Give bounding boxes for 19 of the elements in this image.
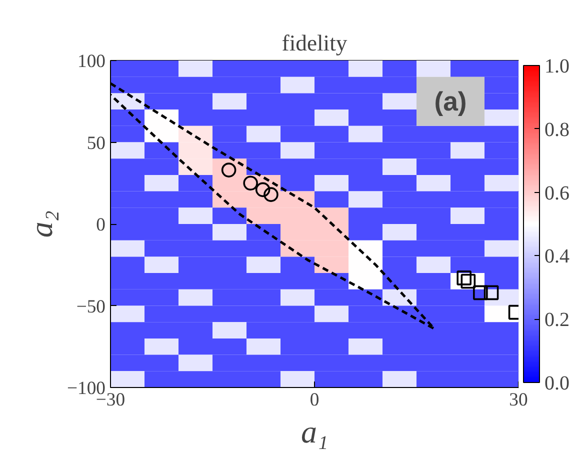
annotation: (a) bbox=[434, 86, 467, 116]
y-tick-label: −50 bbox=[76, 296, 106, 318]
chart-title: fidelity bbox=[282, 30, 348, 56]
y-tick-label: 0 bbox=[96, 214, 106, 236]
x-axis-title: a₁ bbox=[300, 414, 328, 450]
color-bar-label: 0.2 bbox=[544, 309, 570, 332]
y-tick-label: 50 bbox=[86, 132, 106, 154]
color-bar-label: 0.6 bbox=[544, 182, 570, 204]
color-bar-label: 0.4 bbox=[544, 246, 570, 268]
color-bar-label: 1.0 bbox=[544, 56, 570, 78]
x-tick-label: 0 bbox=[310, 390, 320, 410]
y-axis-title: a₂ bbox=[22, 210, 59, 238]
color-bar-label: 0.0 bbox=[544, 372, 570, 394]
x-tick-label: 30 bbox=[509, 390, 528, 410]
point bbox=[243, 176, 258, 191]
color-bar-label: 0.8 bbox=[544, 118, 570, 141]
point bbox=[484, 285, 499, 300]
y-tick-label: 100 bbox=[78, 51, 106, 72]
point bbox=[473, 285, 488, 300]
